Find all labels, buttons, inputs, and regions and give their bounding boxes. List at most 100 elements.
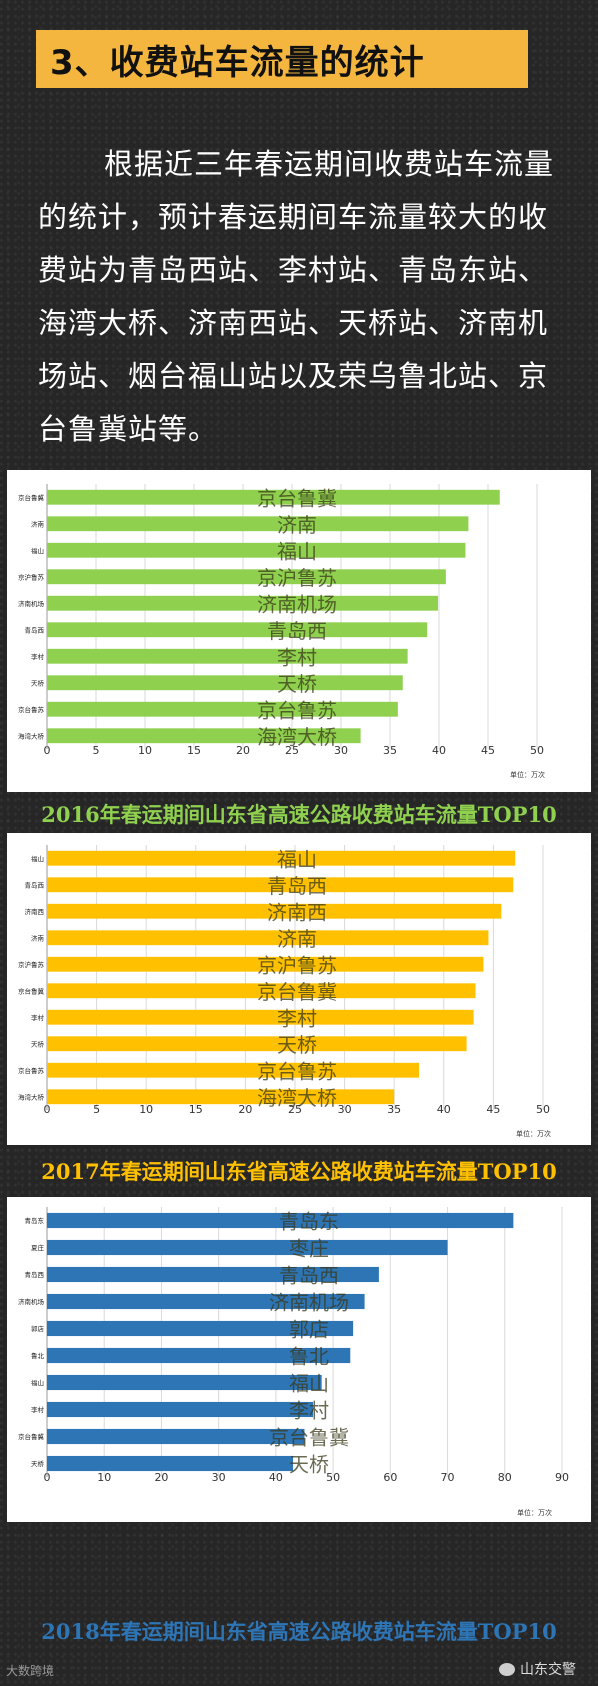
bar-overlay-label: 济南 [277, 513, 317, 537]
y-tick-label: 京台鲁苏 [18, 1066, 45, 1075]
x-tick-label: 40 [269, 1471, 283, 1484]
y-tick-label: 福山 [31, 546, 44, 555]
bar-overlay-label: 李村 [277, 1006, 317, 1030]
bar-overlay-label: 天桥 [277, 672, 317, 696]
bar [47, 1239, 448, 1256]
y-tick-label: 京台鲁冀 [18, 493, 45, 502]
y-tick-label: 济南 [31, 933, 45, 942]
bar [47, 1347, 351, 1364]
x-tick-label: 90 [555, 1471, 569, 1484]
chart-2017: 05101520253035404550福山福山青岛西青岛西济南西济南西济南济南… [7, 833, 591, 1145]
x-tick-label: 5 [93, 1103, 100, 1116]
x-tick-label: 20 [154, 1471, 168, 1484]
bar [47, 930, 489, 946]
bar [47, 1320, 354, 1337]
bar-overlay-label: 福山 [277, 847, 317, 871]
bar-overlay-label: 京台鲁苏 [257, 698, 337, 722]
bar [47, 1401, 314, 1418]
bar-overlay-label: 济南 [277, 927, 317, 951]
x-tick-label: 50 [536, 1103, 550, 1116]
x-tick-label: 5 [93, 744, 100, 757]
bar [47, 489, 500, 505]
chart-2016-caption: 2016年春运期间山东省高速公路收费站车流量TOP10 [41, 802, 557, 827]
unit-label: 单位：万次 [516, 1129, 551, 1138]
bar [47, 1293, 365, 1310]
x-tick-label: 10 [138, 744, 152, 757]
bar-overlay-label: 青岛西 [267, 619, 327, 643]
chart-2016: 0 5 10 15 20 25 30 35 40 45 50 京台鲁冀 京台鲁冀 济南 济南 福山 福山 京沪鲁苏… [7, 470, 591, 792]
bar [47, 675, 403, 691]
y-tick-label: 海湾大桥 [18, 731, 45, 740]
y-tick-label: 福山 [31, 854, 44, 863]
y-tick-label: 鲁北 [31, 1351, 45, 1360]
y-tick-label: 京沪鲁苏 [18, 960, 45, 969]
bar-overlay-label: 李村 [289, 1399, 329, 1423]
bar-overlay-label: 京台鲁冀 [257, 486, 337, 510]
bar [47, 1212, 514, 1229]
y-tick-label: 济南机场 [18, 599, 45, 608]
footer: 大数跨境 山东交警 [0, 1654, 598, 1686]
x-tick-label: 10 [97, 1471, 111, 1484]
x-tick-label: 15 [189, 1103, 203, 1116]
section-title: 3、收费站车流量的统计 [50, 42, 425, 83]
bar [47, 956, 484, 972]
x-tick-label: 35 [387, 1103, 401, 1116]
x-tick-label: 35 [383, 744, 397, 757]
right-watermark-wrap: 山东交警 [499, 1659, 576, 1679]
x-tick-label: 70 [441, 1471, 455, 1484]
y-tick-label: 李村 [31, 1013, 45, 1022]
bar [47, 622, 428, 638]
bar-overlay-label: 福山 [289, 1372, 329, 1396]
bar [47, 983, 476, 999]
bar [47, 850, 516, 866]
y-tick-label: 夏庄 [31, 1243, 45, 1252]
bar-overlay-label: 京沪鲁苏 [257, 953, 337, 977]
chart-2018-caption: 2018年春运期间山东省高速公路收费站车流量TOP10 [41, 1619, 557, 1644]
bar-overlay-label: 枣庄 [289, 1237, 329, 1261]
bar-overlay-label: 济南西 [267, 900, 327, 924]
bar-overlay-label: 福山 [277, 539, 317, 563]
unit-label: 单位：万次 [510, 770, 545, 779]
x-tick-label: 0 [44, 1471, 51, 1484]
x-tick-label: 25 [285, 744, 299, 757]
bar-overlay-label: 李村 [277, 645, 317, 669]
y-tick-label: 郭店 [31, 1324, 45, 1333]
y-tick-label: 天桥 [31, 1459, 45, 1468]
y-tick-label: 京沪鲁苏 [18, 572, 45, 581]
x-tick-label: 40 [437, 1103, 451, 1116]
y-tick-label: 天桥 [31, 1039, 45, 1048]
bar-overlay-label: 京沪鲁苏 [257, 566, 337, 590]
bar-overlay-label: 京台鲁冀 [269, 1426, 349, 1450]
bar [47, 1009, 474, 1025]
x-tick-label: 30 [212, 1471, 226, 1484]
x-tick-label: 45 [486, 1103, 500, 1116]
y-tick-label: 京台鲁冀 [18, 1432, 45, 1441]
y-tick-label: 海湾大桥 [18, 1092, 45, 1101]
bar-overlay-label: 天桥 [289, 1453, 329, 1477]
bar-overlay-label: 青岛西 [267, 874, 327, 898]
x-tick-label: 30 [338, 1103, 352, 1116]
bar [47, 516, 469, 532]
y-tick-label: 京台鲁苏 [18, 705, 45, 714]
x-tick-label: 20 [236, 744, 250, 757]
bar [47, 1374, 322, 1391]
bar [47, 903, 502, 919]
right-watermark: 山东交警 [520, 1662, 576, 1678]
x-tick-label: 25 [288, 1103, 302, 1116]
y-tick-label: 京台鲁冀 [18, 986, 45, 995]
chart-2017-caption: 2017年春运期间山东省高速公路收费站车流量TOP10 [41, 1159, 557, 1184]
wechat-icon [499, 1662, 515, 1676]
bar [47, 595, 439, 611]
x-tick-label: 30 [334, 744, 348, 757]
chart-2017-svg: 05101520253035404550福山福山青岛西青岛西济南西济南西济南济南… [18, 845, 551, 1138]
bar [47, 648, 408, 664]
bar-overlay-label: 鲁北 [289, 1345, 329, 1369]
y-tick-label: 天桥 [31, 678, 45, 687]
x-tick-label: 15 [187, 744, 201, 757]
x-tick-label: 80 [498, 1471, 512, 1484]
intro-paragraph: 根据近三年春运期间收费站车流量的统计，预计春运期间车流量较大的收费站为青岛西站、… [38, 138, 568, 456]
y-tick-label: 李村 [31, 1405, 45, 1414]
intro-text: 根据近三年春运期间收费站车流量的统计，预计春运期间车流量较大的收费站为青岛西站、… [38, 147, 555, 446]
